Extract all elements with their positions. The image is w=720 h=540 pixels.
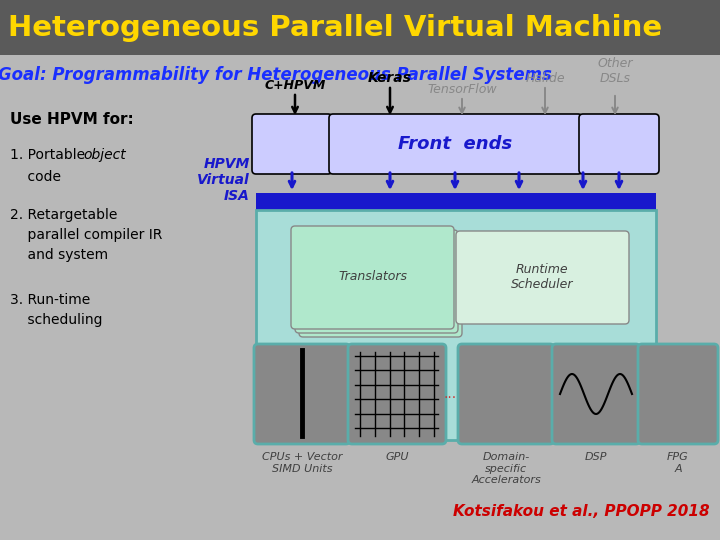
Bar — [256, 210, 656, 440]
Text: GPU: GPU — [385, 452, 409, 462]
Text: FPG
A: FPG A — [667, 452, 689, 474]
Text: object: object — [83, 148, 126, 162]
Text: HPVM
Virtual
ISA: HPVM Virtual ISA — [197, 157, 250, 203]
Text: Translators: Translators — [338, 271, 408, 284]
FancyBboxPatch shape — [579, 114, 659, 174]
Text: C+HPVM: C+HPVM — [264, 79, 325, 92]
Text: 2. Retargetable: 2. Retargetable — [10, 208, 117, 222]
FancyBboxPatch shape — [552, 344, 640, 444]
Text: Halide: Halide — [525, 72, 564, 85]
FancyBboxPatch shape — [456, 231, 629, 324]
FancyBboxPatch shape — [329, 114, 582, 174]
FancyBboxPatch shape — [252, 114, 332, 174]
FancyBboxPatch shape — [291, 226, 454, 329]
FancyBboxPatch shape — [295, 230, 458, 333]
Text: 1. Portable: 1. Portable — [10, 148, 89, 162]
Text: ...: ... — [444, 387, 456, 401]
Bar — [256, 193, 656, 210]
Text: TensorFlow: TensorFlow — [427, 83, 497, 96]
FancyBboxPatch shape — [458, 344, 554, 444]
FancyBboxPatch shape — [299, 234, 462, 337]
Text: Keras: Keras — [368, 71, 412, 85]
Text: Heterogeneous Parallel Virtual Machine: Heterogeneous Parallel Virtual Machine — [8, 14, 662, 42]
Text: scheduling: scheduling — [10, 313, 102, 327]
Text: DSP: DSP — [585, 452, 607, 462]
FancyBboxPatch shape — [638, 344, 718, 444]
Text: 3. Run-time: 3. Run-time — [10, 293, 90, 307]
Text: code: code — [10, 170, 61, 184]
Text: CPUs + Vector
SIMD Units: CPUs + Vector SIMD Units — [262, 452, 342, 474]
Text: Use HPVM for:: Use HPVM for: — [10, 112, 134, 127]
Bar — [0, 0, 720, 55]
Text: Domain-
specific
Accelerators: Domain- specific Accelerators — [471, 452, 541, 485]
FancyBboxPatch shape — [254, 344, 350, 444]
Text: and system: and system — [10, 248, 108, 262]
Text: Other
DSLs: Other DSLs — [598, 57, 633, 85]
Text: Runtime
Scheduler: Runtime Scheduler — [510, 263, 573, 291]
Text: Kotsifakou et al., PPOPP 2018: Kotsifakou et al., PPOPP 2018 — [454, 504, 710, 519]
Text: parallel compiler IR: parallel compiler IR — [10, 228, 163, 242]
Text: Goal: Programmability for Heterogeneous Parallel Systems: Goal: Programmability for Heterogeneous … — [0, 66, 552, 84]
FancyBboxPatch shape — [348, 344, 446, 444]
Text: Front  ends: Front ends — [398, 135, 512, 153]
